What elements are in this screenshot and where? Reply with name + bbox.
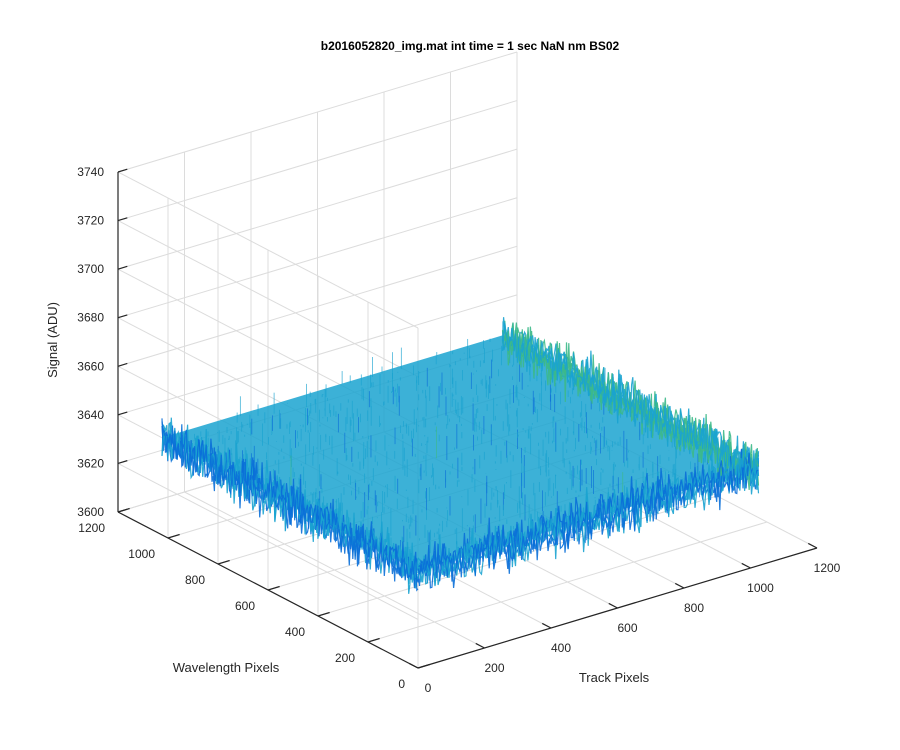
z-tick-label: 3620 (77, 456, 104, 470)
z-tick-label: 3700 (77, 262, 104, 276)
wall-grid-z (117, 171, 419, 329)
tick-labels: 0 200 400 600 800 1000 1200 0 200 400 600 800 1000 12… (77, 165, 840, 695)
y-tick-label: 200 (335, 651, 355, 665)
y-tick-label: 800 (185, 573, 205, 587)
x-tick-mark (408, 662, 419, 669)
wall-grid-z (117, 148, 518, 270)
axes-lines (117, 168, 818, 669)
x-tick-mark (541, 622, 552, 629)
z-tick-mark (117, 217, 128, 222)
z-tick-mark (117, 362, 128, 367)
wall-grid-z (117, 51, 518, 173)
x-tick-mark (674, 582, 685, 589)
z-tick-mark (117, 411, 128, 416)
y-tick-mark (367, 637, 380, 643)
surface-front-edge (417, 449, 759, 589)
y-tick-mark (267, 585, 280, 591)
x-tick-label: 0 (425, 681, 432, 695)
x-tick-label: 1000 (747, 581, 774, 595)
z-tick-mark (117, 508, 128, 513)
wall-grid-z (117, 197, 518, 319)
x-tick-mark (741, 562, 751, 569)
y-tick-label: 1000 (128, 547, 155, 561)
z-tick-label: 3660 (77, 359, 104, 373)
x-tick-label: 400 (551, 641, 571, 655)
z-tick-mark (117, 460, 128, 465)
z-axis-label: Signal (ADU) (45, 302, 60, 378)
y-tick-label: 1200 (78, 521, 105, 535)
z-tick-mark (117, 265, 128, 270)
wall-grid-z (117, 220, 419, 378)
z-tick-label: 3740 (77, 165, 104, 179)
wall-grid-z (117, 294, 518, 416)
x-axis-label: Track Pixels (579, 670, 650, 685)
z-tick-mark (117, 168, 128, 173)
x-tick-label: 600 (617, 621, 637, 635)
x-tick-mark (608, 602, 618, 609)
floor-grid-y (367, 521, 768, 643)
y-tick-label: 600 (235, 599, 255, 613)
z-tick-label: 3720 (77, 214, 104, 228)
surface-mesh (161, 317, 760, 594)
surface-front-edge (417, 452, 760, 589)
z-tick-label: 3640 (77, 408, 104, 422)
chart-title: b2016052820_img.mat int time = 1 sec NaN… (321, 39, 620, 53)
wall-grid-z (117, 100, 518, 222)
z-tick-label: 3600 (77, 505, 104, 519)
surface-front-edge (417, 449, 760, 586)
y-axis-label: Wavelength Pixels (173, 660, 280, 675)
wall-grid-z (117, 462, 419, 620)
y-tick-label: 400 (285, 625, 305, 639)
y-tick-mark (417, 663, 430, 669)
surface-left-edge (161, 421, 419, 584)
y-tick-label: 0 (398, 677, 405, 691)
surface-right-edge (501, 322, 760, 495)
x-tick-mark (807, 542, 818, 549)
x-tick-label: 800 (684, 601, 704, 615)
y-tick-mark (317, 611, 330, 617)
x-tick-label: 1200 (814, 561, 841, 575)
z-tick-label: 3680 (77, 311, 104, 325)
y-tick-mark (217, 559, 230, 565)
x-tick-label: 200 (484, 661, 504, 675)
surface-left-edge (161, 421, 419, 592)
wall-grid-z (117, 245, 518, 367)
z-tick-mark (117, 314, 128, 319)
y-tick-mark (167, 533, 180, 539)
x-tick-mark (475, 642, 485, 649)
